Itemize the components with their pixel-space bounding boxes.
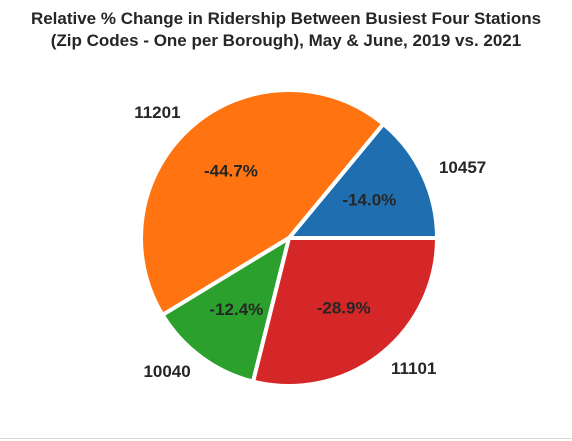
slice-label-10457: 10457 — [439, 158, 486, 177]
pct-label-11201: -44.7% — [204, 161, 258, 180]
bottom-divider — [0, 438, 572, 439]
pct-label-11101: -28.9% — [317, 298, 371, 317]
slice-label-11101: 11101 — [391, 359, 436, 378]
slice-label-10040: 10040 — [143, 362, 190, 381]
slice-label-11201: 11201 — [134, 103, 180, 122]
pct-label-10457: -14.0% — [342, 191, 396, 210]
pct-label-10040: -12.4% — [209, 300, 263, 319]
